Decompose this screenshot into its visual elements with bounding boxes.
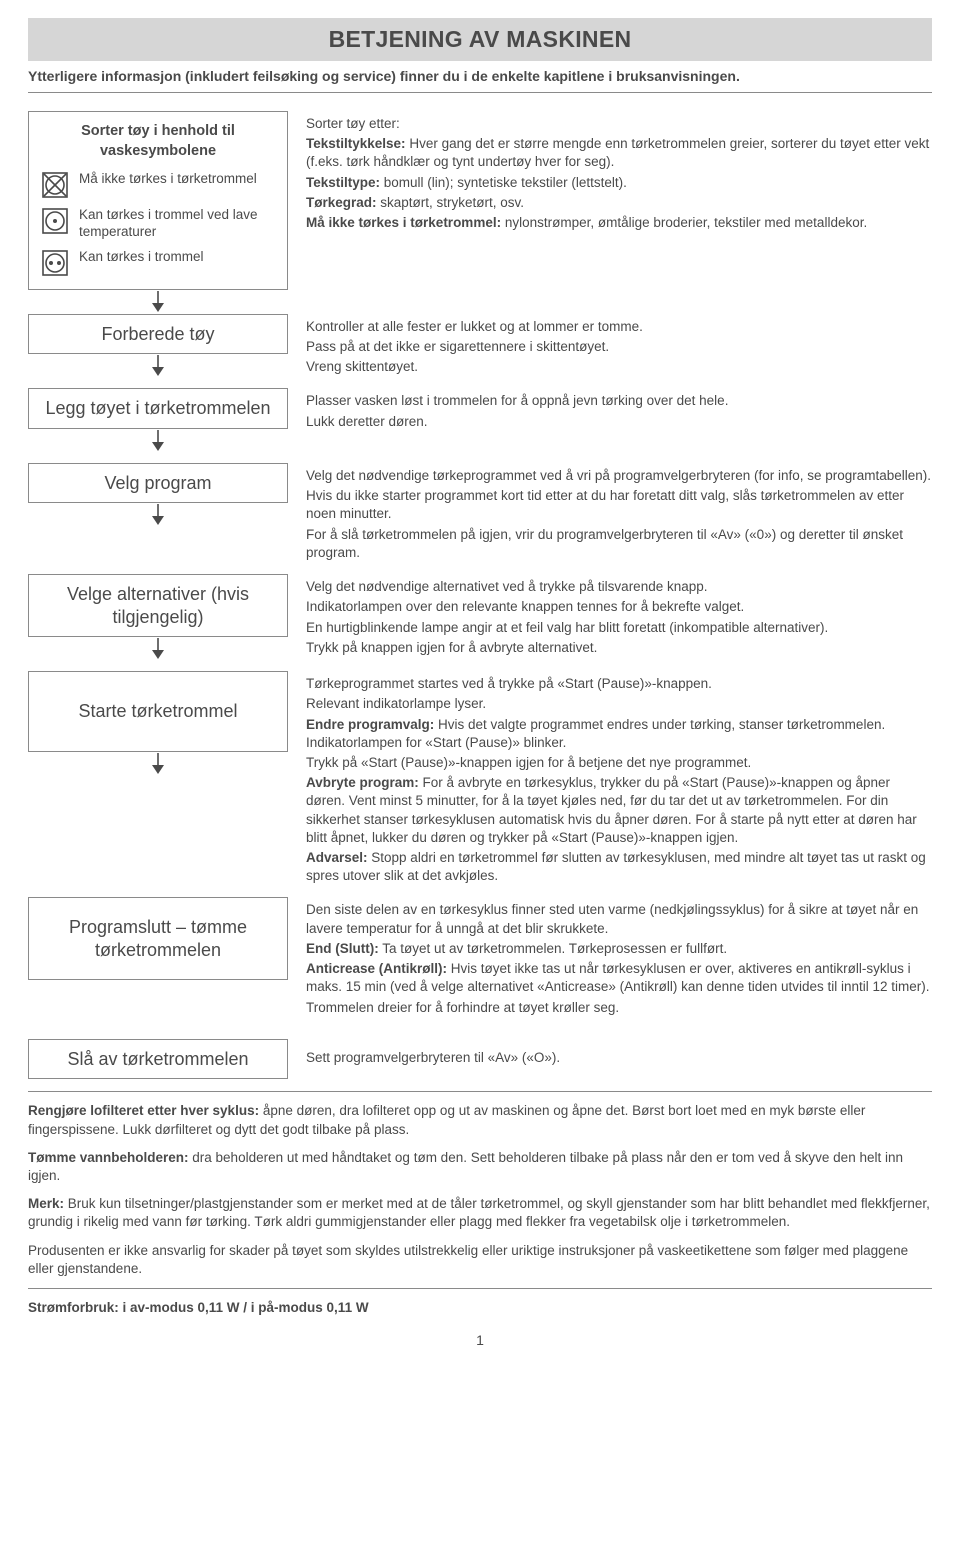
symbol-row-no-dry: Må ikke tørkes i tørketrommel [41, 171, 275, 199]
symbol-label: Kan tørkes i trommel [79, 249, 204, 266]
step-box: Starte tørketrommel [28, 671, 288, 752]
step-description: Velg det nødvendige tørkeprogrammet ved … [306, 463, 932, 564]
sort-box-title: Sorter tøy i henhold til vaskesymbolene [41, 122, 275, 161]
arrow-down-icon [149, 354, 167, 378]
step-row-end: Programslutt – tømme tørketrommelen Den … [28, 897, 932, 1018]
step-row-off: Slå av tørketrommelen Sett programvelger… [28, 1039, 932, 1080]
arrow-down-icon [149, 429, 167, 453]
page-number: 1 [28, 1331, 932, 1350]
tumble-dry-low-icon [41, 207, 69, 235]
step-row: Velg program Velg det nødvendige tørkepro… [28, 463, 932, 564]
arrow-down-icon [149, 637, 167, 661]
arrow-down-icon [149, 752, 167, 776]
step-row: Forberede tøy Kontroller at alle fester e… [28, 314, 932, 379]
no-tumble-dry-icon [41, 171, 69, 199]
step-description: Den siste delen av en tørkesyklus finner… [306, 897, 932, 1018]
sort-row: Sorter tøy i henhold til vaskesymbolene … [28, 111, 932, 314]
page-subtitle: Ytterligere informasjon (inkludert feils… [28, 67, 932, 93]
step-description: Sett programvelgerbryteren til «Av» («O»… [306, 1039, 932, 1069]
page-title-banner: BETJENING AV MASKINEN [28, 18, 932, 61]
step-box: Velg program [28, 463, 288, 504]
symbol-label: Må ikke tørkes i tørketrommel [79, 171, 257, 188]
step-description: Plasser vasken løst i trommelen for å op… [306, 388, 932, 432]
arrow-down-icon [149, 290, 167, 314]
symbol-label: Kan tørkes i trommel ved lave temperatur… [79, 207, 275, 241]
tumble-dry-icon [41, 249, 69, 277]
step-box: Legg tøyet i tørketrommelen [28, 388, 288, 429]
step-box: Velge alternativer (hvis tilgjengelig) [28, 574, 288, 637]
step-description: Tørkeprogrammet startes ved å trykke på … [306, 671, 932, 887]
step-description: Kontroller at alle fester er lukket og a… [306, 314, 932, 379]
step-row: Legg tøyet i tørketrommelen Plasser vaske… [28, 388, 932, 453]
step-description: Velg det nødvendige alternativet ved å t… [306, 574, 932, 659]
step-box: Programslutt – tømme tørketrommelen [28, 897, 288, 980]
symbol-row-low-temp: Kan tørkes i trommel ved lave temperatur… [41, 207, 275, 241]
step-row: Velge alternativer (hvis tilgjengelig) Ve… [28, 574, 932, 661]
bottom-notes: Rengjøre lofilteret etter hver syklus: å… [28, 1091, 932, 1317]
step-row-start: Starte tørketrommel Tørkeprogrammet star… [28, 671, 932, 887]
sort-description: Sorter tøy etter: Tekstiltykkelse: Hver … [306, 111, 932, 234]
step-box: Forberede tøy [28, 314, 288, 355]
arrow-down-icon [149, 503, 167, 527]
sort-symbols-box: Sorter tøy i henhold til vaskesymbolene … [28, 111, 288, 290]
step-box: Slå av tørketrommelen [28, 1039, 288, 1080]
symbol-row-normal: Kan tørkes i trommel [41, 249, 275, 277]
